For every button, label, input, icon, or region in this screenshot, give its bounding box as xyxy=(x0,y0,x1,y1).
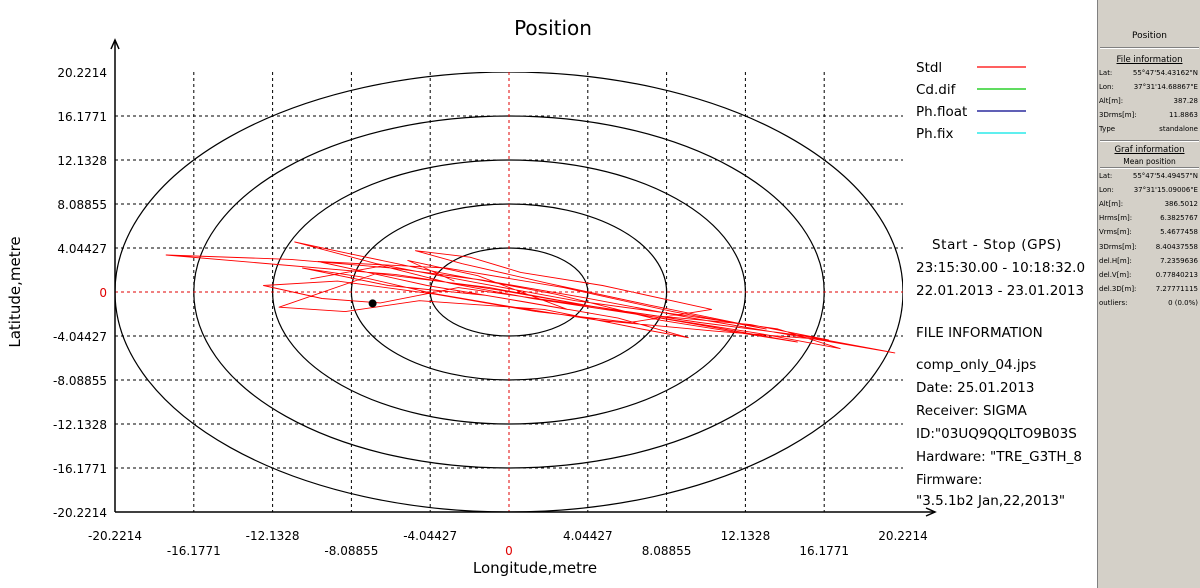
x-axis-label: Longitude,metre xyxy=(473,559,597,577)
info-row-value: 7.2359636 xyxy=(1160,257,1198,265)
info-row-value: 55°47'54.43162"N xyxy=(1133,69,1198,77)
info-row: Lon: 37°31'14.68867"E xyxy=(1099,83,1198,94)
y-tick-label: -16.1771 xyxy=(53,462,107,476)
y-tick-label: 0 xyxy=(99,286,107,300)
info-row-key: Alt[m]: xyxy=(1099,200,1123,208)
x-tick-label: -20.2214 xyxy=(88,529,142,543)
y-tick-label: 20.2214 xyxy=(57,66,107,80)
info-row-value: 7.27771115 xyxy=(1156,285,1198,293)
info-row-key: outliers: xyxy=(1099,299,1128,307)
info-row-key: Vrms[m]: xyxy=(1099,228,1132,236)
info-row-value: 6.3825767 xyxy=(1160,214,1198,222)
file-info-title: FILE INFORMATION xyxy=(916,325,1043,341)
x-tick-label: -16.1771 xyxy=(167,544,221,558)
divider xyxy=(1100,140,1199,142)
y-tick-label: -12.1328 xyxy=(53,418,107,432)
side-panel-title: Position xyxy=(1097,31,1200,41)
info-row-key: del.3D[m]: xyxy=(1099,285,1136,293)
date-range: 22.01.2013 - 23.01.2013 xyxy=(916,283,1084,299)
file-information-heading: File information xyxy=(1097,55,1200,65)
firmware-label: Firmware: xyxy=(916,472,982,488)
info-row: del.H[m]: 7.2359636 xyxy=(1099,257,1198,268)
info-row-key: Lat: xyxy=(1099,69,1112,77)
time-range: 23:15:30.00 - 10:18:32.0 xyxy=(916,260,1085,276)
file-name: comp_only_04.jps xyxy=(916,357,1036,373)
y-tick-label: -4.04427 xyxy=(53,330,107,344)
info-row: del.V[m]: 0.77840213 xyxy=(1099,271,1198,282)
x-tick-labels: -20.2214 -12.1328 -4.04427 4.04427 12.1328 20… xyxy=(88,529,928,558)
y-tick-label: 8.08855 xyxy=(57,198,107,212)
start-stop-header: Start - Stop (GPS) xyxy=(932,237,1062,253)
y-tick-label: 4.04427 xyxy=(57,242,107,256)
info-row-value: 0 (0.0%) xyxy=(1168,299,1198,307)
file-date: Date: 25.01.2013 xyxy=(916,380,1034,396)
x-tick-label: -8.08855 xyxy=(324,544,378,558)
info-row-key: Lat: xyxy=(1099,172,1112,180)
side-panel: Position File information Lat: 55°47'54.4… xyxy=(1095,0,1200,588)
y-tick-label: -20.2214 xyxy=(53,506,107,520)
info-row-key: 3Drms[m]: xyxy=(1099,243,1137,251)
info-row-key: del.V[m]: xyxy=(1099,271,1131,279)
info-row-value: 0.77840213 xyxy=(1156,271,1198,279)
info-row-value: 386.5012 xyxy=(1165,200,1198,208)
info-row-value: standalone xyxy=(1159,125,1198,133)
receiver-id: ID:"03UQ9QQLTO9B03S xyxy=(916,426,1077,442)
info-row-value: 37°31'15.09006"E xyxy=(1134,186,1198,194)
x-tick-label: 16.1771 xyxy=(799,544,849,558)
mean-position-subheading: Mean position xyxy=(1097,157,1200,166)
firmware-value: "3.5.1b2 Jan,22,2013" xyxy=(916,493,1065,509)
x-tick-label: 0 xyxy=(505,544,513,558)
info-row: 3Drms[m]: 11.8863 xyxy=(1099,111,1198,122)
info-row: Lon: 37°31'15.09006"E xyxy=(1099,186,1198,197)
info-row-value: 387.28 xyxy=(1174,97,1199,105)
graf-information-heading: Graf information xyxy=(1097,145,1200,155)
chart-title: Position xyxy=(514,16,592,40)
y-tick-label: 12.1328 xyxy=(57,154,107,168)
y-tick-labels: 20.2214 16.1771 12.1328 8.08855 4.04427 0 -4.0… xyxy=(53,66,107,520)
info-row-value: 55°47'54.49457"N xyxy=(1133,172,1198,180)
info-row: 3Drms[m]: 8.40437558 xyxy=(1099,243,1198,254)
info-row-key: Hrms[m]: xyxy=(1099,214,1132,222)
info-row-key: Lon: xyxy=(1099,83,1114,91)
info-row-key: Alt[m]: xyxy=(1099,97,1123,105)
info-row: Lat: 55°47'54.49457"N xyxy=(1099,172,1198,183)
info-row-value: 11.8863 xyxy=(1169,111,1198,119)
info-row: Vrms[m]: 5.4677458 xyxy=(1099,228,1198,239)
info-row-value: 5.4677458 xyxy=(1160,228,1198,236)
info-row-key: 3Drms[m]: xyxy=(1099,111,1137,119)
x-tick-label: 12.1328 xyxy=(721,529,771,543)
x-tick-label: -4.04427 xyxy=(403,529,457,543)
info-row: Alt[m]: 387.28 xyxy=(1099,97,1198,108)
x-tick-label: 8.08855 xyxy=(642,544,692,558)
x-tick-label: -12.1328 xyxy=(246,529,300,543)
info-row: outliers: 0 (0.0%) xyxy=(1099,299,1198,310)
info-row-value: 8.40437558 xyxy=(1156,243,1198,251)
info-row: del.3D[m]: 7.27771115 xyxy=(1099,285,1198,296)
info-row: Type standalone xyxy=(1099,125,1198,136)
info-row-key: Type xyxy=(1099,125,1115,133)
divider xyxy=(1100,167,1199,169)
divider xyxy=(1100,47,1199,49)
session-info: Start - Stop (GPS) 23:15:30.00 - 10:18:3… xyxy=(916,0,1095,588)
info-row-key: Lon: xyxy=(1099,186,1114,194)
info-row-value: 37°31'14.68867"E xyxy=(1134,83,1198,91)
y-axis-label: Latitude,metre xyxy=(6,236,24,347)
receiver: Receiver: SIGMA xyxy=(916,403,1027,419)
mean-position-marker xyxy=(369,299,377,307)
hardware: Hardware: "TRE_G3TH_8 xyxy=(916,449,1082,465)
y-tick-label: 16.1771 xyxy=(57,110,107,124)
x-tick-label: 4.04427 xyxy=(563,529,613,543)
info-row-key: del.H[m]: xyxy=(1099,257,1132,265)
info-row: Alt[m]: 386.5012 xyxy=(1099,200,1198,211)
y-tick-label: -8.08855 xyxy=(53,374,107,388)
info-row: Lat: 55°47'54.43162"N xyxy=(1099,69,1198,80)
info-row: Hrms[m]: 6.3825767 xyxy=(1099,214,1198,225)
